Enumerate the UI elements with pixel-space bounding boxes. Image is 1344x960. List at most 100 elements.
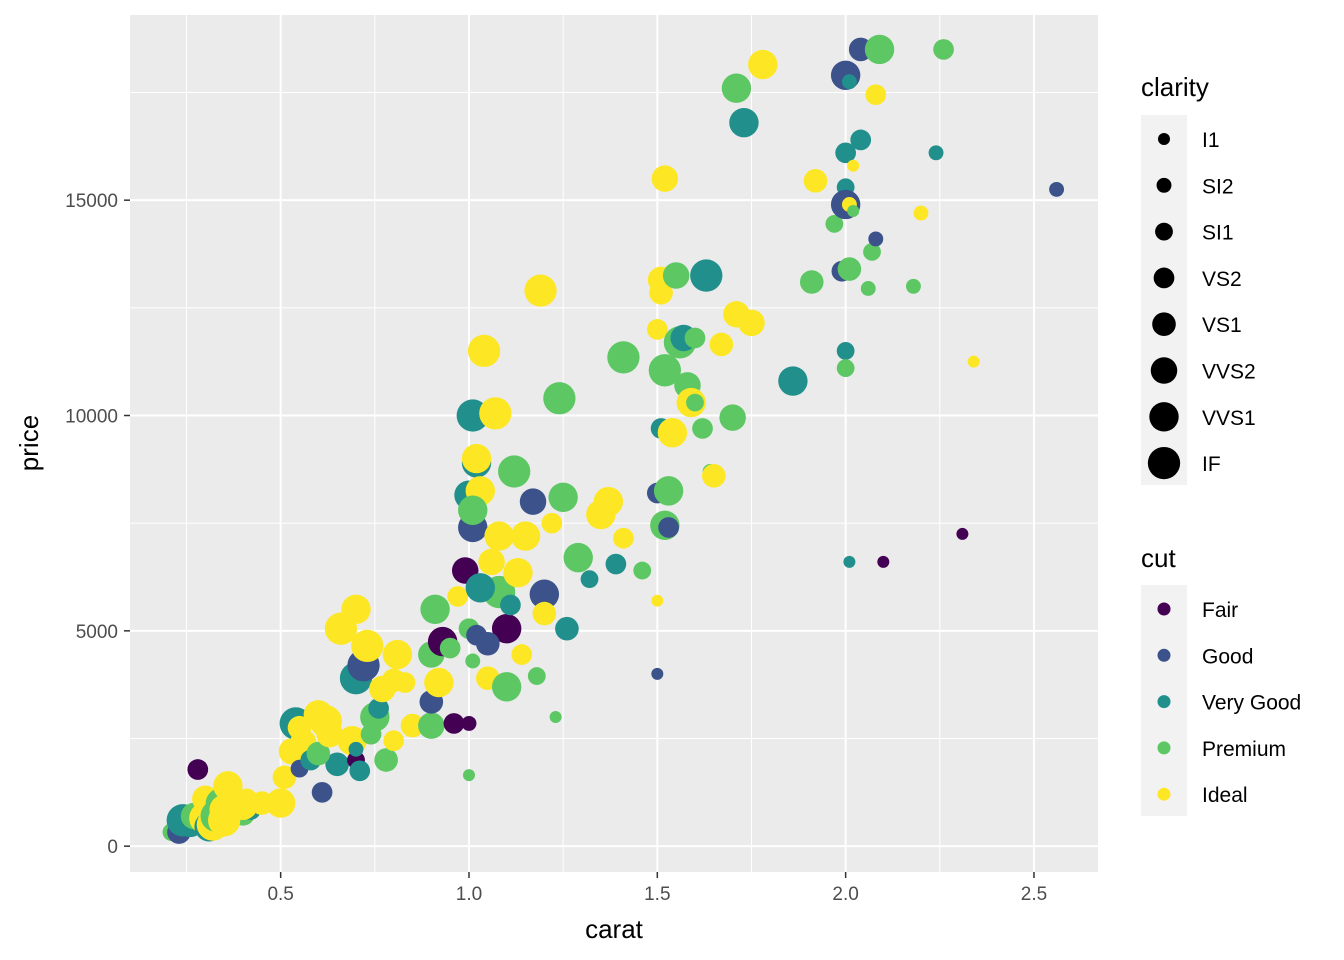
color-legend-key (1157, 787, 1171, 801)
color-legend: Fair Good Very Good Premium Ideal (1157, 599, 1301, 807)
data-point (306, 741, 331, 766)
data-point (913, 205, 929, 221)
size-legend-key (1152, 312, 1176, 337)
data-point (503, 557, 533, 588)
size-legend-label: I1 (1202, 129, 1220, 152)
data-point (651, 667, 664, 680)
y-tick-label: 0 (107, 837, 118, 858)
color-legend-title: cut (1141, 543, 1176, 573)
size-legend-key (1147, 446, 1181, 480)
color-legend-key (1157, 741, 1171, 755)
color-legend-label: Good (1202, 645, 1253, 668)
size-legend: I1 SI2 SI1 VS2 VS1 VVS2 VVS1 IF (1147, 129, 1256, 480)
data-point (349, 760, 371, 782)
data-point (837, 257, 862, 281)
data-point (593, 486, 624, 517)
data-point (956, 527, 969, 540)
data-point (658, 517, 679, 538)
data-point (928, 145, 944, 161)
data-point (841, 74, 857, 90)
data-point (443, 713, 465, 734)
data-points (162, 34, 1065, 844)
data-point (657, 418, 688, 448)
data-point (500, 594, 521, 616)
data-point (360, 723, 382, 745)
data-point (383, 730, 405, 752)
data-point (351, 629, 384, 663)
data-point (686, 393, 704, 412)
data-point (400, 713, 425, 738)
data-point (529, 579, 560, 609)
data-point (967, 355, 980, 368)
data-point (519, 488, 547, 515)
data-point (348, 741, 364, 757)
data-point (905, 278, 921, 294)
x-axis-ticks: 0.5 1.0 1.5 2.0 2.5 (267, 872, 1047, 905)
x-tick-label: 2.5 (1021, 884, 1047, 905)
size-legend-label: SI1 (1202, 222, 1234, 245)
data-point (690, 259, 723, 292)
data-point (860, 281, 876, 296)
data-point (461, 715, 477, 731)
data-point (799, 270, 824, 294)
data-point (863, 242, 881, 261)
data-point (646, 319, 668, 340)
size-legend-label: IF (1202, 453, 1221, 476)
data-point (287, 715, 312, 740)
size-legend-key (1156, 177, 1172, 193)
data-point (825, 214, 844, 233)
data-point (1049, 181, 1065, 197)
color-legend-label: Premium (1202, 738, 1286, 761)
data-point (836, 342, 855, 360)
color-legend-key (1157, 648, 1171, 662)
color-legend-label: Ideal (1202, 784, 1248, 807)
data-point (541, 512, 563, 534)
data-point (580, 570, 599, 589)
data-point (836, 359, 855, 378)
data-point (465, 653, 481, 669)
data-point (933, 39, 954, 60)
data-point (439, 637, 461, 659)
data-point (778, 366, 808, 396)
data-point (374, 748, 398, 772)
size-legend-key (1155, 222, 1173, 241)
data-point (651, 165, 679, 192)
plot-panel (130, 15, 1098, 872)
data-point (835, 142, 856, 164)
data-point (692, 418, 713, 439)
data-point (648, 354, 681, 387)
size-legend-key (1153, 267, 1175, 289)
data-point (877, 555, 890, 568)
data-point (325, 752, 349, 777)
data-point (382, 639, 413, 670)
data-point (548, 482, 578, 513)
data-point (662, 262, 690, 289)
data-point (803, 169, 828, 193)
data-point (467, 334, 501, 368)
data-point (543, 382, 576, 415)
y-tick-label: 5000 (76, 622, 118, 643)
data-point (653, 476, 684, 506)
data-point (316, 720, 343, 748)
data-point (228, 790, 258, 820)
data-point (684, 327, 706, 349)
data-point (549, 710, 562, 723)
y-axis-ticks: 0 5000 10000 15000 (65, 191, 130, 858)
data-point (368, 698, 389, 719)
y-axis-title: price (14, 415, 44, 471)
data-point (738, 309, 765, 337)
data-point (478, 548, 505, 576)
data-point (462, 769, 475, 782)
x-tick-label: 1.5 (644, 884, 670, 905)
data-point (847, 204, 860, 217)
color-legend-key (1157, 602, 1171, 616)
data-point (847, 159, 860, 172)
data-point (476, 631, 500, 656)
data-point (865, 84, 887, 106)
y-tick-label: 15000 (65, 191, 118, 212)
data-point (709, 332, 734, 357)
data-point (465, 573, 495, 603)
data-point (498, 455, 531, 488)
data-point (729, 107, 759, 138)
data-point (265, 788, 296, 818)
